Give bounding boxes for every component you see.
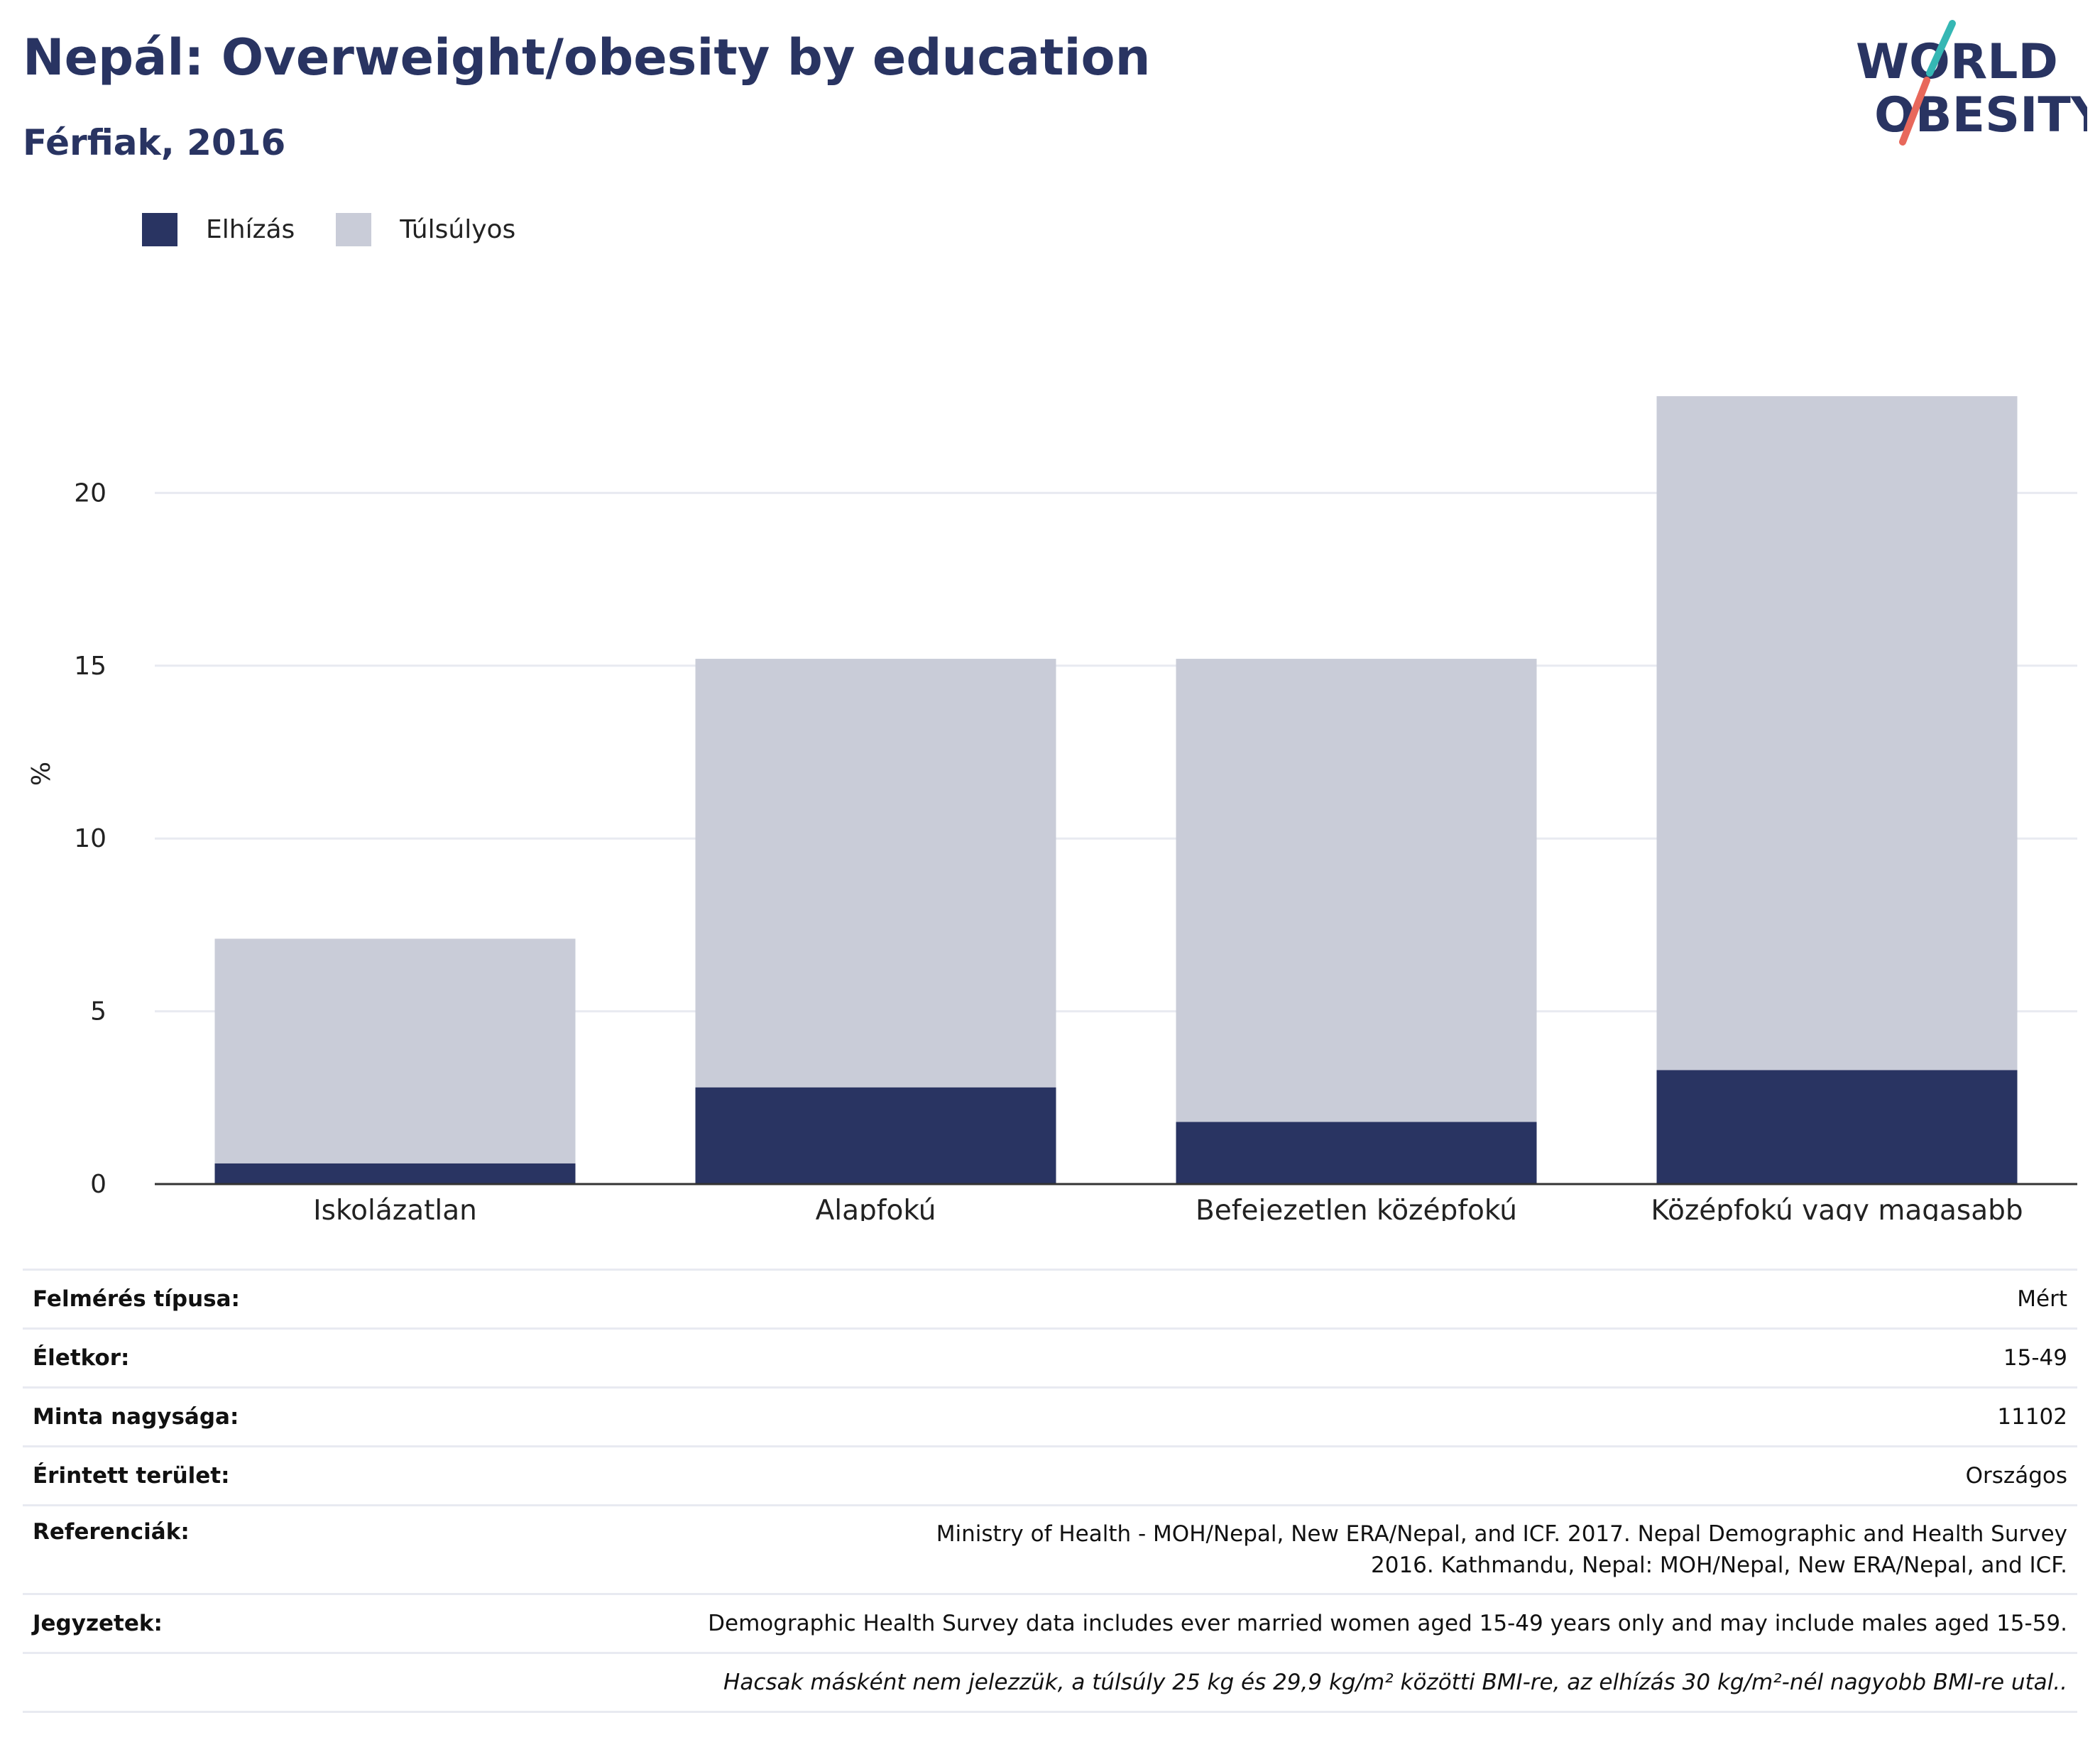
info-value: Országos bbox=[298, 1445, 2077, 1506]
world-obesity-logo: WORLD OBESITY bbox=[1856, 20, 2087, 146]
axis-labels: 0 5 10 15 20 Iskolázatlan Alapfokú Befejezetlen… bbox=[74, 478, 2023, 1221]
info-table: Felmérés típusa: Mért Életkor: 15-49 Min… bbox=[23, 1269, 2077, 1713]
y-tick-label: 20 bbox=[74, 478, 106, 508]
y-tick-label: 5 bbox=[90, 997, 106, 1026]
legend-label-obesity: Elhízás bbox=[206, 214, 295, 244]
info-value: 15-49 bbox=[298, 1327, 2077, 1388]
chart-subtitle: Férfiak, 2016 bbox=[23, 122, 286, 163]
legend-swatch-overweight bbox=[336, 212, 372, 246]
x-tick-label: Alapfokú bbox=[816, 1195, 936, 1221]
info-key: Életkor: bbox=[23, 1327, 298, 1388]
chart-legend: Elhízás Túlsúlyos bbox=[142, 212, 557, 247]
info-row-footnote: Hacsak másként nem jelezzük, a túlsúly 2… bbox=[23, 1652, 2077, 1713]
info-value: Demographic Health Survey data includes … bbox=[298, 1593, 2077, 1653]
bar-obesity[interactable] bbox=[214, 1163, 576, 1184]
info-row-area: Érintett terület: Országos bbox=[23, 1445, 2077, 1506]
info-row-sample-size: Minta nagysága: 11102 bbox=[23, 1386, 2077, 1447]
info-value: Mért bbox=[298, 1269, 2077, 1329]
info-value: 11102 bbox=[298, 1386, 2077, 1447]
info-key: Felmérés típusa: bbox=[23, 1269, 298, 1329]
bar-obesity[interactable] bbox=[1656, 1070, 2018, 1184]
bar-overweight[interactable] bbox=[1656, 396, 2018, 1070]
info-row-survey-type: Felmérés típusa: Mért bbox=[23, 1269, 2077, 1329]
chart-title: Nepál: Overweight/obesity by education bbox=[23, 28, 1151, 87]
footnote: Hacsak másként nem jelezzük, a túlsúly 2… bbox=[298, 1652, 2077, 1713]
bar-overweight[interactable] bbox=[1176, 659, 1537, 1122]
x-tick-label: Befejezetlen középfokú bbox=[1196, 1195, 1517, 1221]
info-key: Jegyzetek: bbox=[23, 1593, 298, 1653]
info-key: Érintett terület: bbox=[23, 1445, 298, 1506]
y-axis-label: % bbox=[27, 762, 56, 786]
bar-obesity[interactable] bbox=[695, 1087, 1056, 1184]
legend-label-overweight: Túlsúlyos bbox=[400, 214, 516, 244]
x-tick-label: Iskolázatlan bbox=[313, 1195, 477, 1221]
legend-swatch-obesity bbox=[142, 212, 177, 246]
info-key: Referenciák: bbox=[23, 1504, 298, 1594]
legend-item-obesity[interactable]: Elhízás bbox=[142, 212, 295, 246]
y-tick-label: 10 bbox=[74, 824, 106, 853]
logo-line-1: WORLD bbox=[1856, 34, 2058, 90]
info-key: Minta nagysága: bbox=[23, 1386, 298, 1447]
bar-overweight[interactable] bbox=[214, 938, 576, 1163]
y-tick-label: 15 bbox=[74, 652, 106, 681]
bar-chart: 0 5 10 15 20 Iskolázatlan Alapfokú Befejezetlen… bbox=[27, 396, 2077, 1221]
bars bbox=[214, 396, 2018, 1184]
info-value: Ministry of Health - MOH/Nepal, New ERA/… bbox=[298, 1504, 2077, 1594]
info-row-age: Életkor: 15-49 bbox=[23, 1327, 2077, 1388]
bar-obesity[interactable] bbox=[1176, 1122, 1537, 1184]
x-tick-label: Középfokú vagy magasabb bbox=[1651, 1195, 2023, 1221]
y-tick-label: 0 bbox=[90, 1170, 106, 1199]
info-row-notes: Jegyzetek: Demographic Health Survey dat… bbox=[23, 1593, 2077, 1653]
bar-overweight[interactable] bbox=[695, 659, 1056, 1088]
legend-item-overweight[interactable]: Túlsúlyos bbox=[336, 212, 516, 246]
info-row-references: Referenciák: Ministry of Health - MOH/Ne… bbox=[23, 1504, 2077, 1594]
